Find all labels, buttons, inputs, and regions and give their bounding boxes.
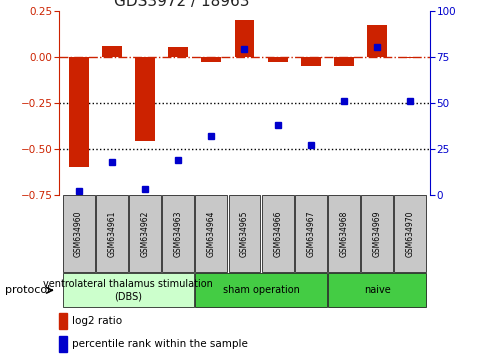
- Text: GSM634963: GSM634963: [173, 210, 182, 257]
- Bar: [129, 195, 161, 272]
- Text: protocol: protocol: [5, 285, 50, 295]
- Bar: [201, 57, 221, 62]
- Bar: [62, 273, 194, 307]
- Bar: [168, 47, 188, 57]
- Bar: [234, 20, 254, 57]
- Text: GSM634960: GSM634960: [74, 210, 83, 257]
- Text: percentile rank within the sample: percentile rank within the sample: [72, 339, 248, 349]
- Text: GSM634968: GSM634968: [339, 210, 348, 257]
- Bar: [300, 57, 320, 66]
- Bar: [228, 195, 260, 272]
- Bar: [327, 273, 426, 307]
- Text: ventrolateral thalamus stimulation
(DBS): ventrolateral thalamus stimulation (DBS): [43, 279, 213, 301]
- Bar: [195, 195, 227, 272]
- Text: GSM634967: GSM634967: [306, 210, 315, 257]
- Bar: [68, 57, 88, 167]
- Text: GSM634964: GSM634964: [206, 210, 215, 257]
- Bar: [135, 57, 155, 141]
- Bar: [394, 195, 426, 272]
- Bar: [62, 195, 94, 272]
- Bar: [361, 195, 392, 272]
- Bar: [294, 195, 326, 272]
- Bar: [333, 57, 353, 66]
- Text: log2 ratio: log2 ratio: [72, 316, 122, 326]
- Text: GSM634966: GSM634966: [273, 210, 282, 257]
- Bar: [327, 195, 359, 272]
- Text: GDS3972 / 18963: GDS3972 / 18963: [114, 0, 249, 10]
- Bar: [59, 313, 67, 329]
- Text: GSM634961: GSM634961: [107, 210, 116, 257]
- Bar: [195, 273, 326, 307]
- Text: GSM634970: GSM634970: [405, 210, 414, 257]
- Bar: [59, 336, 67, 352]
- Text: GSM634969: GSM634969: [372, 210, 381, 257]
- Text: naive: naive: [363, 285, 390, 295]
- Bar: [366, 25, 386, 57]
- Text: GSM634965: GSM634965: [240, 210, 248, 257]
- Bar: [102, 46, 122, 57]
- Bar: [96, 195, 127, 272]
- Bar: [261, 195, 293, 272]
- Text: sham operation: sham operation: [222, 285, 299, 295]
- Bar: [400, 57, 420, 58]
- Bar: [267, 57, 287, 62]
- Text: GSM634962: GSM634962: [140, 210, 149, 257]
- Bar: [162, 195, 194, 272]
